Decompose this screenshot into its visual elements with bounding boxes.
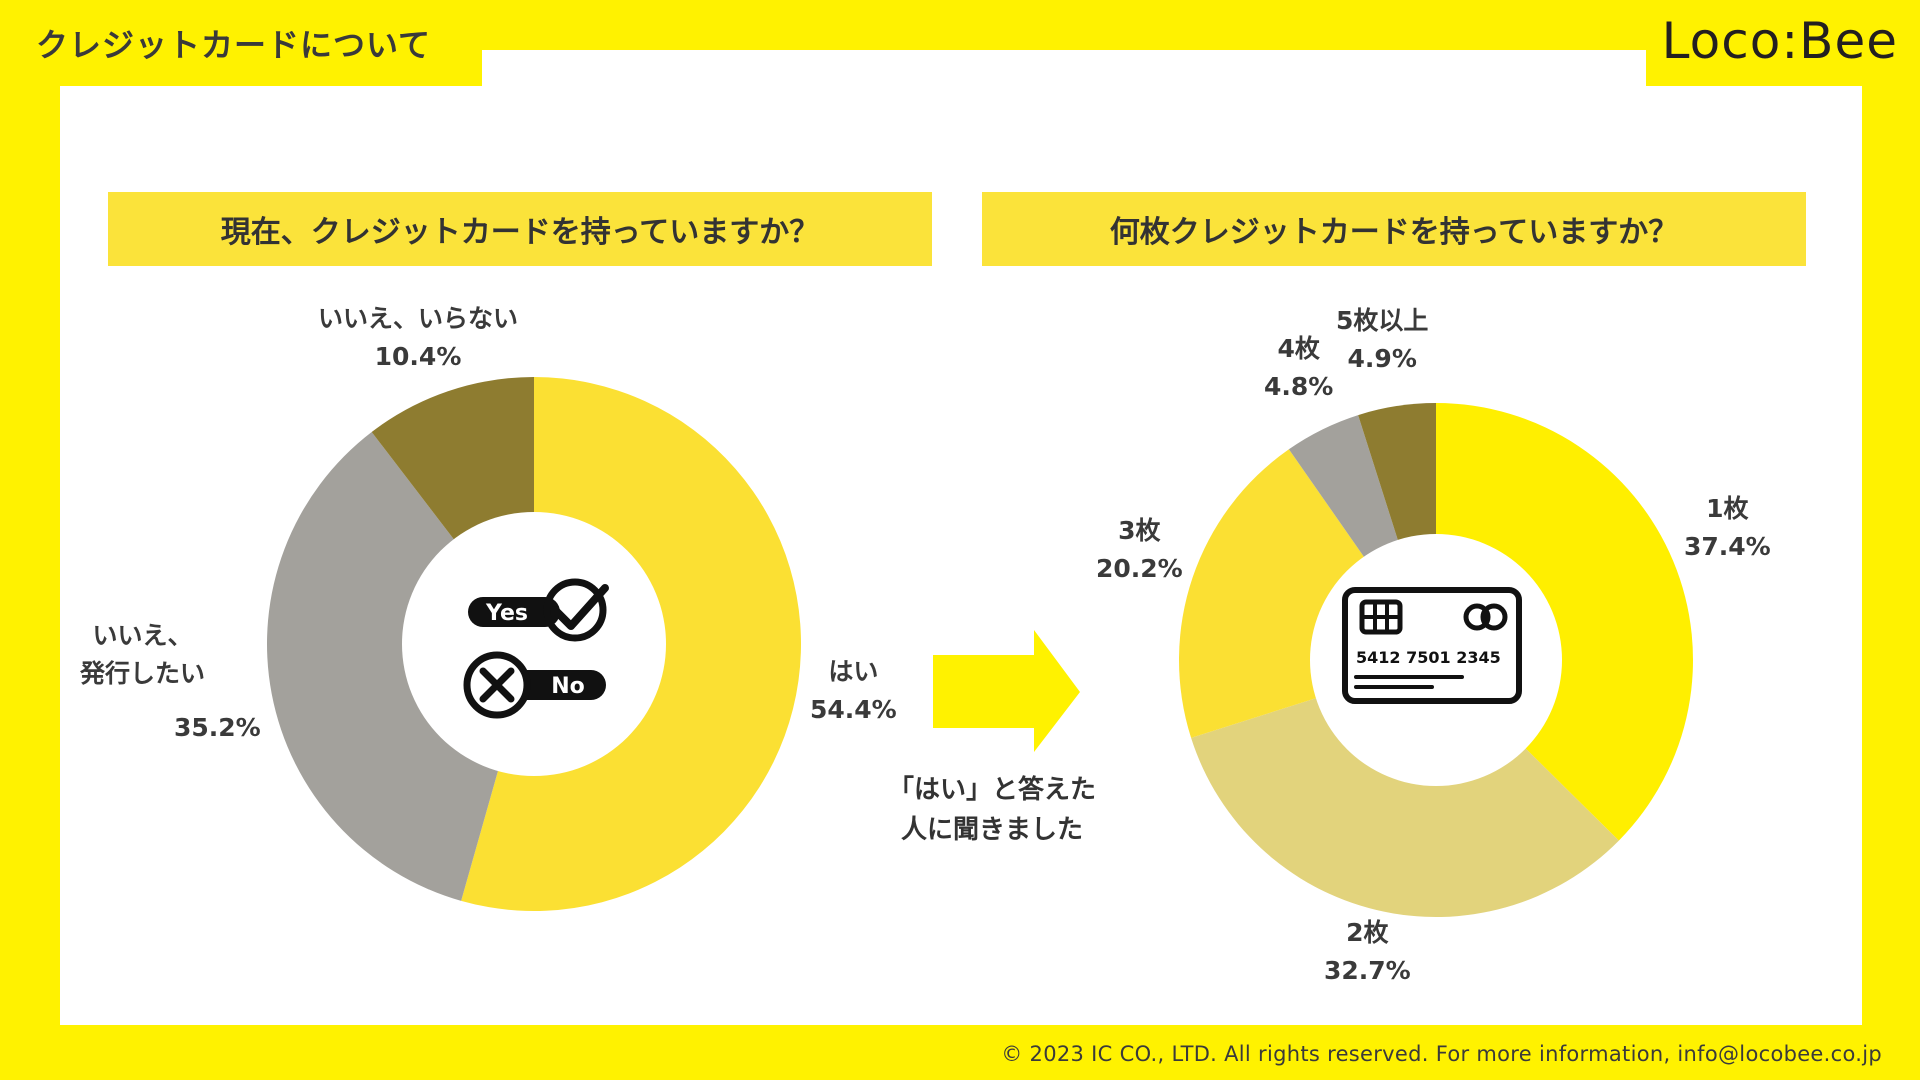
card-number: 5412 7501 2345 bbox=[1356, 648, 1501, 667]
right-arrow-icon bbox=[933, 630, 1080, 752]
chart1-title: 現在、クレジットカードを持っていますか？ bbox=[220, 215, 820, 250]
pie2-label-three-value: 20.2% bbox=[1096, 554, 1183, 583]
pie1-label-yes-name: はい bbox=[828, 657, 879, 686]
pie1-label-noneed-value: 10.4% bbox=[374, 342, 462, 371]
chart2-title: 何枚クレジットカードを持っていますか？ bbox=[1109, 215, 1679, 250]
copyright-footer: © 2023 IC CO., LTD. All rights reserved.… bbox=[1001, 1042, 1882, 1066]
page-title: クレジットカードについて bbox=[36, 26, 432, 64]
pie2-label-one-name: 1枚 bbox=[1706, 494, 1749, 523]
logo-tab: Loco:Bee bbox=[1646, 0, 1920, 86]
credit-card-icon: 5412 7501 2345 bbox=[1342, 587, 1522, 704]
pie2-label-three: 3枚 20.2% bbox=[1096, 512, 1183, 588]
arrow-note-line1: 「はい」と答えた bbox=[887, 775, 1096, 805]
pie2-label-four-name: 4枚 bbox=[1277, 334, 1320, 363]
pie2-slice-0 bbox=[1436, 403, 1693, 841]
yes-no-icon: Yes No bbox=[463, 578, 609, 719]
no-label: No bbox=[551, 674, 585, 699]
pie1-label-want-line2: 発行したい bbox=[80, 659, 206, 688]
chart2-title-banner: 何枚クレジットカードを持っていますか？ bbox=[982, 192, 1806, 266]
pie1-label-yes-value: 54.4% bbox=[810, 695, 897, 724]
pie1-label-want-line1: いいえ、 bbox=[92, 621, 193, 650]
chart1-title-banner: 現在、クレジットカードを持っていますか？ bbox=[108, 192, 932, 266]
pie-chart-ownership bbox=[267, 377, 801, 911]
brand-logo: Loco:Bee bbox=[1661, 12, 1898, 70]
yes-label: Yes bbox=[485, 601, 528, 626]
pie2-label-one-value: 37.4% bbox=[1684, 532, 1771, 561]
pie1-label-want: いいえ、 発行したい bbox=[80, 617, 205, 693]
pie2-label-two-name: 2枚 bbox=[1346, 918, 1389, 947]
pie2-label-one: 1枚 37.4% bbox=[1684, 490, 1771, 566]
pie2-label-five-name: 5枚以上 bbox=[1336, 306, 1429, 335]
pie2-label-five: 5枚以上 4.9% bbox=[1336, 302, 1428, 378]
arrow-note: 「はい」と答えた 人に聞きました bbox=[872, 770, 1112, 850]
pie2-label-five-value: 4.9% bbox=[1347, 344, 1417, 373]
pie1-label-want-value: 35.2% bbox=[174, 709, 261, 747]
pie2-label-two-value: 32.7% bbox=[1324, 956, 1411, 985]
pie1-label-want-value-text: 35.2% bbox=[174, 713, 261, 742]
title-tab: クレジットカードについて bbox=[0, 0, 482, 86]
pie2-slice-1 bbox=[1191, 660, 1619, 917]
pie2-label-four: 4枚 4.8% bbox=[1264, 330, 1333, 406]
pie2-label-four-value: 4.8% bbox=[1264, 372, 1334, 401]
arrow-note-line2: 人に聞きました bbox=[900, 815, 1083, 845]
pie2-label-two: 2枚 32.7% bbox=[1324, 914, 1411, 990]
pie1-hole bbox=[402, 512, 666, 776]
pie1-label-noneed: いいえ、いらない 10.4% bbox=[318, 300, 518, 376]
pie1-label-noneed-name: いいえ、いらない bbox=[318, 304, 519, 333]
pie1-label-yes: はい 54.4% bbox=[810, 653, 897, 729]
pie1-slice-1 bbox=[267, 432, 534, 901]
pie2-label-three-name: 3枚 bbox=[1118, 516, 1161, 545]
